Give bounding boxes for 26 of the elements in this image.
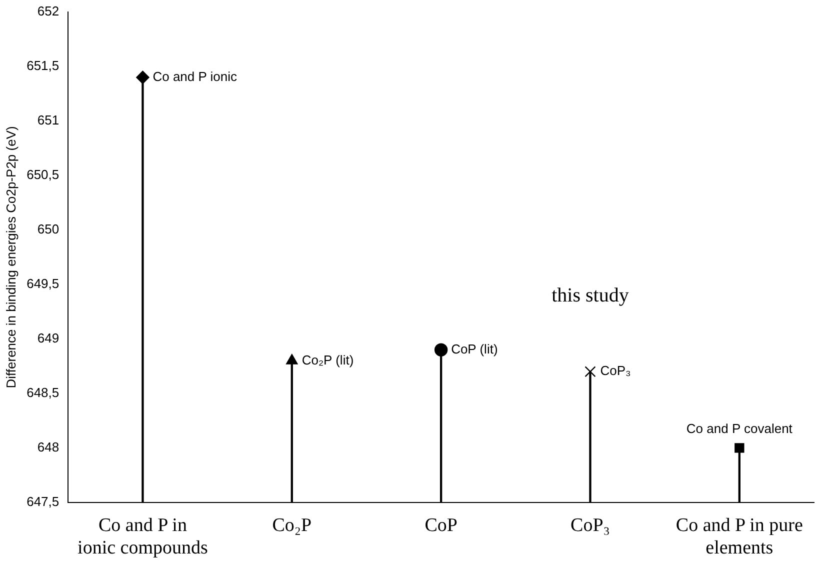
x-tick-label: CoP [424,514,458,536]
annotation: Co and P covalent [686,420,793,436]
y-tick-label: 649 [37,330,60,346]
y-axis-title: Difference in binding energies Co2p-P2p (eV) [3,126,18,388]
y-tick-label: 648 [37,439,60,454]
point [584,366,596,378]
x-tick-label: Co and P in ionic compounds [78,514,208,559]
y-tick-label: 651,5 [26,58,60,74]
point [434,343,448,356]
y-tick-label: 648,5 [26,385,60,400]
y-tick-label: 652 [37,4,60,19]
annotation: this study [552,284,629,306]
point [734,443,744,453]
x-tick-label: Co₂P [272,514,312,536]
annotation: CoP₃ [600,363,631,378]
point [286,354,298,364]
annotation: Co₂P (lit) [302,352,354,368]
y-tick-label: 650 [37,222,60,237]
annotation: CoP (lit) [451,341,498,356]
annotation: Co and P ionic [152,68,238,84]
y-tick-label: 649,5 [26,276,60,292]
y-tick-label: 650,5 [26,167,60,182]
y-tick-label: 651 [37,112,60,128]
y-tick-label: 647,5 [26,494,60,509]
x-tick-label: CoP₃ [570,514,610,536]
x-tick-label: Co and P in pure elements [676,514,803,559]
